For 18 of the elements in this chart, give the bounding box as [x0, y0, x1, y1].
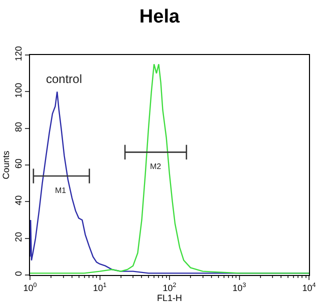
chart-title: Hela [139, 6, 180, 28]
annotation: control [46, 72, 82, 86]
x-tick-label: 10$^{0}$ [23, 282, 38, 293]
series-label: M1 [55, 186, 67, 195]
y-axis-title: Counts [0, 150, 11, 180]
x-tick-label: 10$^{3}$ [232, 282, 246, 293]
x-axis-title: FL1-H [156, 292, 182, 303]
y-tick-label: 0 [13, 271, 24, 276]
y-tick-label: 100 [13, 82, 24, 98]
y-tick-label: 20 [13, 232, 24, 242]
y-tick-label: 40 [13, 195, 24, 206]
series-label: M2 [150, 162, 162, 171]
y-tick-label: 60 [13, 158, 24, 169]
x-tick-label: 10$^{2}$ [162, 282, 177, 293]
x-tick-label: 10$^{1}$ [92, 282, 107, 293]
y-tick-label: 120 [13, 46, 24, 62]
y-tick-label: 80 [13, 122, 24, 132]
x-tick-label: 10$^{4}$ [302, 282, 316, 293]
